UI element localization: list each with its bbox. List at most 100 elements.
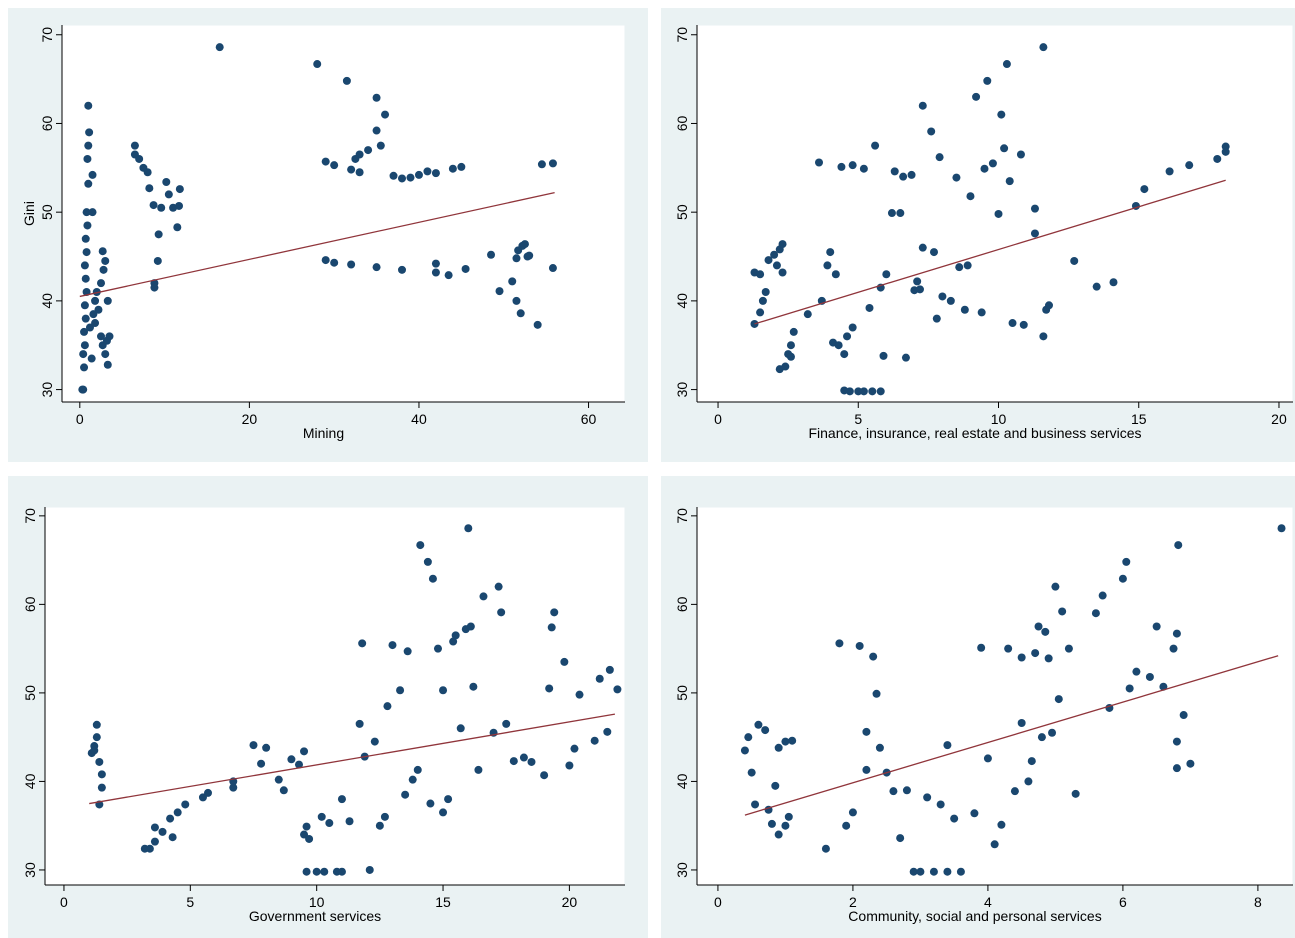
data-point (370, 737, 379, 746)
data-point (1169, 644, 1178, 653)
data-point (1118, 574, 1127, 583)
data-point (923, 793, 932, 802)
data-point (862, 765, 871, 774)
data-point (896, 834, 905, 843)
data-point (519, 753, 528, 762)
data-point (781, 737, 790, 746)
data-point (1221, 147, 1230, 156)
data-point (1027, 757, 1036, 766)
data-point (81, 234, 90, 243)
data-point (168, 833, 177, 842)
data-point (761, 726, 770, 735)
data-point (848, 161, 857, 170)
data-point (82, 208, 91, 217)
data-point (764, 256, 773, 265)
data-point (865, 303, 874, 312)
data-point (88, 208, 97, 217)
data-point (204, 788, 213, 797)
x-tick-label: 0 (714, 894, 722, 910)
data-point (512, 296, 521, 305)
data-point (1186, 759, 1195, 768)
panel: 30 40 50 60 70 0 5 10 15 20 Finance, insurance, re… (661, 8, 1295, 462)
data-point (1058, 607, 1067, 616)
data-point (575, 690, 584, 699)
data-point (347, 260, 356, 269)
y-tick-label: 40 (674, 773, 690, 789)
data-point (497, 608, 506, 617)
data-point (509, 757, 518, 766)
data-point (414, 170, 423, 179)
data-point (887, 209, 896, 218)
data-point (149, 201, 158, 210)
data-point (520, 240, 529, 249)
panel: 30 40 50 60 70 0 2 4 6 8 Community, social and per… (661, 476, 1295, 938)
data-point (305, 834, 314, 843)
data-point (355, 168, 364, 177)
data-point (158, 827, 167, 836)
data-point (545, 684, 554, 693)
data-point (87, 354, 96, 363)
x-axis-label: Mining (303, 425, 344, 441)
data-point (337, 867, 346, 876)
data-point (889, 787, 898, 796)
y-tick-label: 60 (39, 115, 55, 131)
data-point (92, 720, 101, 729)
data-point (781, 362, 790, 371)
data-point (1008, 319, 1017, 328)
data-point (135, 154, 144, 163)
data-point (383, 702, 392, 711)
data-point (1002, 60, 1011, 69)
data-point (320, 867, 329, 876)
data-point (1071, 789, 1080, 798)
data-point (1037, 733, 1046, 742)
data-point (173, 223, 182, 232)
data-point (229, 783, 238, 792)
plot-area (44, 506, 626, 886)
data-point (294, 760, 303, 769)
y-tick-label: 30 (39, 382, 55, 398)
data-point (162, 178, 171, 187)
data-point (1070, 256, 1079, 265)
data-point (909, 867, 918, 876)
x-tick-label: 10 (309, 894, 325, 910)
data-point (84, 141, 93, 150)
x-tick-label: 20 (1271, 411, 1287, 427)
data-point (81, 314, 90, 323)
data-point (855, 641, 864, 650)
y-tick-label: 70 (39, 27, 55, 43)
data-point (91, 319, 100, 328)
fit-line (754, 179, 1226, 325)
data-point (845, 387, 854, 396)
data-point (479, 592, 488, 601)
data-point (287, 755, 296, 764)
data-point (101, 350, 110, 359)
data-point (859, 387, 868, 396)
x-tick-label: 15 (435, 894, 451, 910)
data-point (744, 733, 753, 742)
data-point (487, 250, 496, 259)
y-tick-label: 60 (674, 596, 690, 612)
data-point (80, 363, 89, 372)
plot-area (61, 24, 626, 403)
data-point (565, 761, 574, 770)
y-axis-label: Gini (21, 201, 37, 226)
data-point (862, 727, 871, 736)
data-point (175, 201, 184, 210)
data-point (1092, 282, 1101, 291)
data-point (145, 844, 154, 853)
data-point (786, 352, 795, 361)
data-point (312, 867, 321, 876)
x-tick-label: 20 (242, 411, 258, 427)
data-point (413, 765, 422, 774)
data-point (145, 184, 154, 193)
data-point (843, 332, 852, 341)
data-point (927, 127, 936, 136)
data-point (943, 741, 952, 750)
data-point (823, 261, 832, 270)
data-point (1017, 653, 1026, 662)
data-point (882, 270, 891, 279)
data-point (97, 279, 106, 288)
data-point (936, 800, 945, 809)
data-point (786, 341, 795, 350)
y-tick-label: 30 (22, 862, 38, 878)
